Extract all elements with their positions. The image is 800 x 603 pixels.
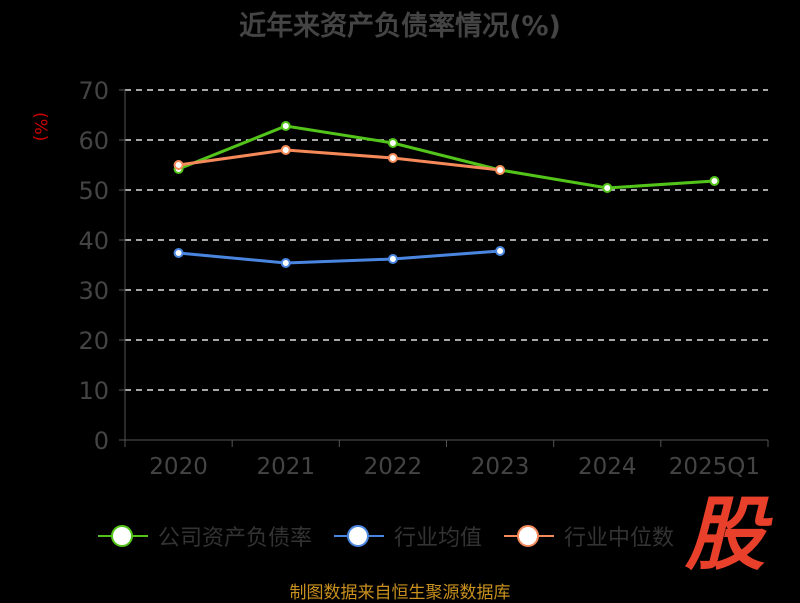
data-point — [173, 248, 184, 258]
x-tick-label: 2020 — [149, 454, 208, 480]
chart-title: 近年来资产负债率情况(%) — [239, 11, 561, 42]
y-tick-label: 20 — [78, 327, 109, 355]
data-point — [280, 258, 291, 268]
y-tick-label: 10 — [78, 377, 109, 405]
x-tick-label: 2021 — [256, 454, 315, 480]
data-point — [495, 246, 506, 256]
legend-label: 行业中位数 — [564, 526, 675, 551]
legend-symbol-icon — [98, 524, 148, 548]
legend-item-company[interactable]: 公司资产负债率 — [98, 520, 312, 552]
data-point — [387, 138, 398, 148]
data-point — [173, 160, 184, 170]
legend-item-industry-median[interactable]: 行业中位数 — [504, 520, 674, 552]
series-line — [178, 124, 715, 190]
data-point — [280, 121, 291, 131]
x-tick-label: 2022 — [364, 454, 423, 480]
legend-item-industry-avg[interactable]: 行业均值 — [334, 520, 482, 552]
data-point — [387, 153, 398, 163]
source-note: 制图数据来自恒生聚源数据库 — [289, 583, 511, 603]
y-tick-label: 60 — [78, 127, 109, 155]
legend-symbol-icon — [504, 524, 555, 548]
y-tick-label: 50 — [78, 177, 109, 205]
y-tick-label: 0 — [94, 427, 109, 455]
y-tick-label: 70 — [78, 77, 109, 105]
y-tick-label: 30 — [78, 277, 109, 305]
logo: 股 — [685, 488, 765, 581]
y-tick-label: 40 — [78, 227, 109, 255]
data-point — [709, 176, 720, 186]
legend-symbol-icon — [334, 524, 385, 548]
x-tick-label: 2023 — [471, 454, 530, 480]
legend-label: 公司资产负债率 — [158, 526, 313, 551]
data-point — [387, 254, 398, 264]
data-point — [280, 145, 291, 155]
legend-label: 行业均值 — [394, 526, 483, 551]
data-point — [602, 183, 613, 193]
series-line — [178, 249, 501, 265]
x-tick-label: 2025Q1 — [669, 454, 760, 480]
legend: 公司资产负债率 行业均值 行业中位数 — [98, 520, 696, 552]
x-tick-label: 2024 — [578, 454, 637, 480]
data-point — [495, 165, 506, 175]
series-line — [178, 148, 501, 172]
